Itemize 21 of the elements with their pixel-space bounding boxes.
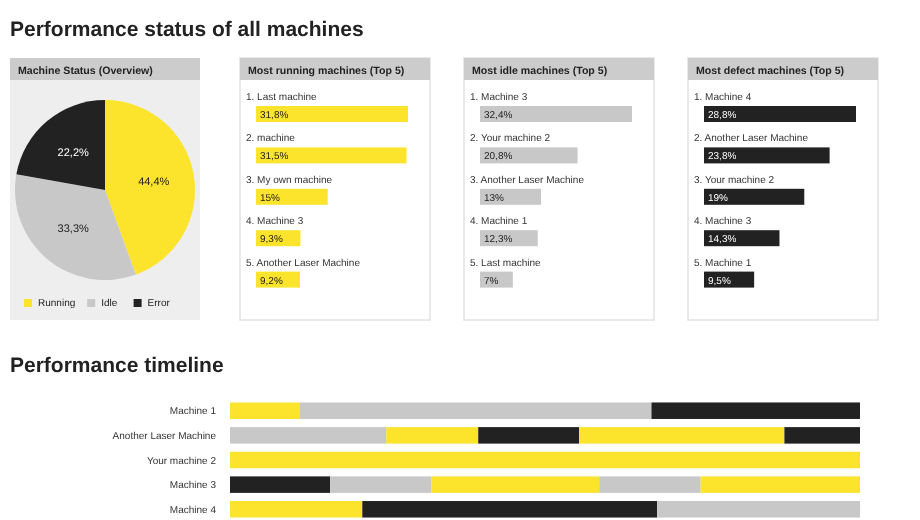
bar <box>704 106 856 122</box>
pie-slice <box>15 174 136 280</box>
bar <box>478 427 580 444</box>
bar <box>256 188 328 205</box>
bar <box>299 402 652 419</box>
bar <box>704 188 805 205</box>
bar <box>704 147 830 164</box>
bar <box>480 147 578 164</box>
bar <box>256 147 407 164</box>
text: Performance status of all machines <box>10 18 364 42</box>
bar <box>480 106 632 122</box>
bar <box>256 106 408 122</box>
chart-title: Performance timeline <box>10 354 224 378</box>
bar <box>480 188 541 205</box>
bar <box>230 451 860 469</box>
pie-slice <box>105 100 195 275</box>
bar <box>330 476 432 493</box>
bar <box>230 501 363 518</box>
pie-slice <box>16 100 105 190</box>
bar <box>230 402 300 419</box>
bar <box>651 402 860 419</box>
